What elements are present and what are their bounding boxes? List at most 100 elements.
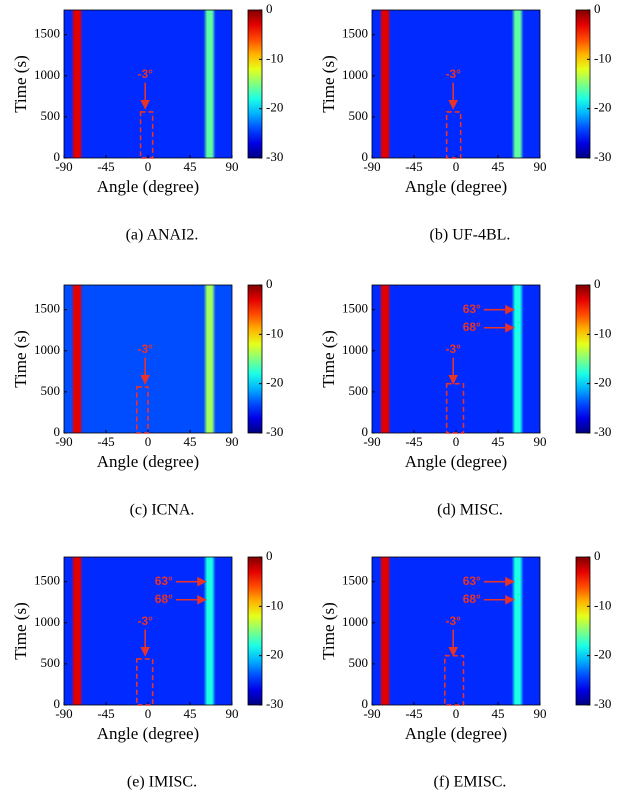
y-axis-label: Time (s)	[319, 602, 338, 659]
heatmap-band	[379, 10, 392, 158]
x-tick-label: 0	[453, 159, 460, 174]
x-tick-label: -45	[405, 159, 422, 174]
heatmap-band	[203, 10, 216, 158]
x-axis-label: Angle (degree)	[405, 452, 507, 471]
colorbar	[247, 284, 263, 434]
colorbar-tick-label: 0	[594, 548, 601, 563]
caption: (f) EMISC.	[434, 774, 507, 791]
annotation: 63°	[463, 302, 481, 316]
x-axis-label: Angle (degree)	[405, 177, 507, 196]
colorbar-tick-label: -20	[594, 100, 611, 115]
annotation: 63°	[463, 574, 481, 588]
y-axis-label: Time (s)	[11, 330, 30, 387]
x-tick-label: -45	[97, 159, 114, 174]
y-tick-label: 1000	[342, 67, 368, 82]
heatmap-band	[71, 10, 84, 158]
colorbar	[247, 9, 263, 159]
x-tick-label: -45	[405, 434, 422, 449]
y-tick-label: 500	[349, 383, 369, 398]
heatmap-band	[511, 285, 524, 433]
y-tick-label: 1000	[34, 614, 60, 629]
colorbar-tick-label: -30	[266, 149, 283, 164]
x-tick-label: 45	[184, 706, 197, 721]
heatmap-band	[71, 557, 84, 705]
y-tick-label: 1500	[34, 573, 60, 588]
colorbar-tick-label: 0	[266, 276, 273, 291]
caption: (b) UF-4BL.	[430, 227, 511, 244]
colorbar-tick-label: -10	[266, 597, 283, 612]
y-tick-label: 500	[41, 655, 61, 670]
caption: (a) ANAI2.	[126, 227, 199, 244]
annotation: 63°	[155, 574, 173, 588]
colorbar-tick-label: -20	[266, 100, 283, 115]
x-tick-label: 90	[534, 434, 547, 449]
colorbar-tick-label: 0	[594, 1, 601, 16]
y-tick-label: 0	[362, 696, 369, 711]
x-axis-label: Angle (degree)	[97, 724, 199, 743]
y-tick-label: 0	[362, 424, 369, 439]
colorbar-tick-label: -20	[266, 647, 283, 662]
y-tick-label: 500	[349, 108, 369, 123]
annotation: 68°	[463, 592, 481, 606]
heatmap-band	[203, 285, 216, 433]
dashed-box	[136, 386, 149, 434]
annotation: 68°	[155, 592, 173, 606]
y-axis-label: Time (s)	[319, 330, 338, 387]
heatmap-band	[203, 557, 216, 705]
y-tick-label: 500	[41, 383, 61, 398]
caption: (e) IMISC.	[127, 774, 197, 791]
x-tick-label: 0	[453, 434, 460, 449]
y-tick-label: 0	[54, 696, 61, 711]
colorbar	[247, 556, 263, 706]
caption: (d) MISC.	[437, 502, 503, 519]
colorbar-tick-label: -30	[266, 696, 283, 711]
y-tick-label: 0	[362, 149, 369, 164]
y-axis-label: Time (s)	[11, 55, 30, 112]
y-tick-label: 500	[41, 108, 61, 123]
x-axis-label: Angle (degree)	[97, 452, 199, 471]
y-axis-label: Time (s)	[11, 602, 30, 659]
annotation: -3°	[137, 342, 153, 356]
colorbar	[575, 9, 591, 159]
y-axis-label: Time (s)	[319, 55, 338, 112]
colorbar-tick-label: -20	[266, 375, 283, 390]
colorbar-tick-label: -30	[266, 424, 283, 439]
colorbar-tick-label: -30	[594, 424, 611, 439]
colorbar-tick-label: 0	[594, 276, 601, 291]
annotation: -3°	[137, 67, 153, 81]
heatmap-band	[71, 285, 84, 433]
colorbar-tick-label: -30	[594, 696, 611, 711]
x-tick-label: 45	[184, 159, 197, 174]
y-tick-label: 1000	[342, 614, 368, 629]
y-tick-label: 0	[54, 149, 61, 164]
x-tick-label: 45	[492, 706, 505, 721]
annotation: -3°	[445, 67, 461, 81]
dashed-box	[445, 111, 462, 159]
x-tick-label: 45	[492, 159, 505, 174]
heatmap-band	[379, 557, 392, 705]
dashed-box	[139, 111, 154, 159]
caption: (c) ICNA.	[130, 502, 195, 519]
x-tick-label: 90	[226, 159, 239, 174]
colorbar	[575, 556, 591, 706]
x-tick-label: -90	[363, 434, 380, 449]
colorbar-tick-label: -30	[594, 149, 611, 164]
dashed-box	[136, 658, 154, 706]
x-tick-label: -90	[55, 159, 72, 174]
x-tick-label: 90	[534, 159, 547, 174]
annotation: 68°	[463, 320, 481, 334]
x-tick-label: 45	[184, 434, 197, 449]
y-tick-label: 1500	[342, 301, 368, 316]
heatmap-band	[511, 557, 524, 705]
annotation: -3°	[137, 614, 153, 628]
x-tick-label: -90	[363, 706, 380, 721]
y-tick-label: 500	[349, 655, 369, 670]
heatmap-band	[511, 10, 524, 158]
colorbar	[575, 284, 591, 434]
x-axis-label: Angle (degree)	[97, 177, 199, 196]
x-tick-label: 0	[145, 434, 152, 449]
colorbar-tick-label: -20	[594, 647, 611, 662]
x-tick-label: -45	[97, 434, 114, 449]
heatmap-band	[379, 285, 392, 433]
colorbar-tick-label: -10	[594, 325, 611, 340]
